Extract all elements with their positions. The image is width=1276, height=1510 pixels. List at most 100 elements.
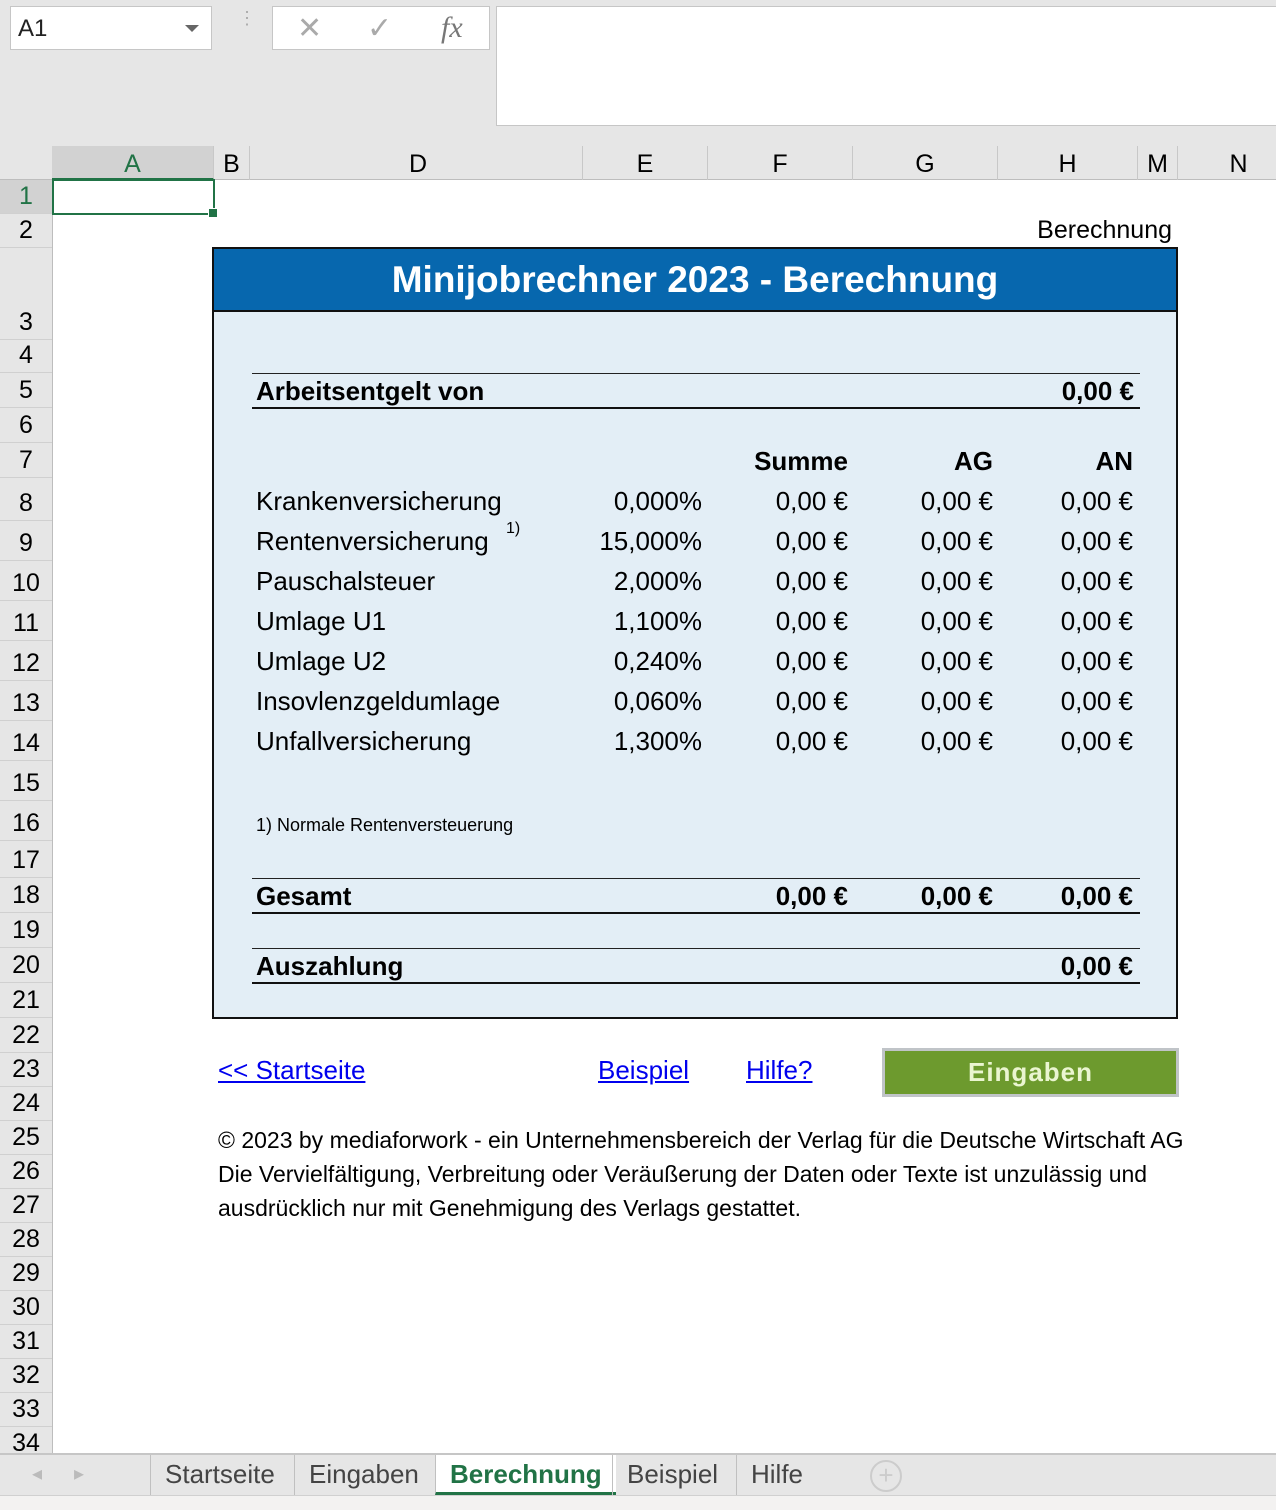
row-header-30[interactable]: 30 — [0, 1291, 52, 1325]
row-header-32[interactable]: 32 — [0, 1359, 52, 1393]
row-header-31[interactable]: 31 — [0, 1325, 52, 1359]
column-header-g[interactable]: G — [853, 146, 998, 180]
row-header-2[interactable]: 2 — [0, 214, 52, 248]
row-header-25[interactable]: 25 — [0, 1121, 52, 1155]
row-header-23[interactable]: 23 — [0, 1053, 52, 1087]
row-header-34[interactable]: 34 — [0, 1427, 52, 1453]
item-label: Insovlenzgeldumlage — [256, 686, 501, 716]
item-ag: 0,00 € — [920, 686, 993, 716]
total-an: 0,00 € — [1060, 881, 1133, 911]
row-header-3[interactable]: 3 — [0, 248, 52, 340]
column-header-b[interactable]: B — [214, 146, 250, 180]
sheet-tab-eingaben[interactable]: Eingaben — [294, 1455, 433, 1495]
item-rate: 1,100% — [613, 606, 702, 636]
sheet-tab-hilfe[interactable]: Hilfe — [736, 1455, 817, 1495]
link-beispiel[interactable]: Beispiel — [598, 1055, 690, 1085]
row-header-15[interactable]: 15 — [0, 761, 52, 801]
column-header-m[interactable]: M — [1138, 146, 1178, 180]
row-header-33[interactable]: 33 — [0, 1393, 52, 1427]
row-header-1[interactable]: 1 — [0, 180, 52, 214]
fx-icon[interactable]: fx — [441, 11, 463, 44]
row-header-20[interactable]: 20 — [0, 948, 52, 983]
scroll-left-icon[interactable]: ◂ — [32, 1463, 43, 1485]
column-header-d[interactable]: D — [254, 146, 583, 180]
sheet-tab-bar: ◂ ▸ Startseite Eingaben Berechnung Beispiel… — [0, 1453, 1276, 1495]
row-header-10[interactable]: 10 — [0, 561, 52, 601]
name-box-value: A1 — [18, 15, 48, 42]
row-header-26[interactable]: 26 — [0, 1155, 52, 1189]
row-header-13[interactable]: 13 — [0, 681, 52, 721]
row-header-8[interactable]: 8 — [0, 478, 52, 521]
copyright-line-3: ausdrücklich nur mit Genehmigung des Ver… — [218, 1195, 801, 1221]
item-rate: 1,300% — [613, 726, 702, 756]
link-startseite[interactable]: << Startseite — [218, 1055, 366, 1085]
item-sum: 0,00 € — [775, 686, 848, 716]
column-header-f[interactable]: F — [708, 146, 853, 180]
item-an: 0,00 € — [1060, 686, 1133, 716]
row-header-21[interactable]: 21 — [0, 983, 52, 1018]
header-summe: Summe — [754, 446, 848, 476]
row-header-16[interactable]: 16 — [0, 801, 52, 841]
item-sum: 0,00 € — [775, 526, 848, 556]
link-hilfe[interactable]: Hilfe? — [746, 1055, 813, 1085]
drag-handle-icon[interactable]: ⋮ — [238, 9, 256, 40]
item-ag: 0,00 € — [920, 486, 993, 516]
item-sum: 0,00 € — [775, 566, 848, 596]
row-header-9[interactable]: 9 — [0, 521, 52, 561]
selected-cell-a1[interactable] — [52, 179, 218, 218]
divider — [252, 912, 1140, 914]
row-header-24[interactable]: 24 — [0, 1087, 52, 1121]
enter-icon[interactable]: ✓ — [367, 12, 393, 45]
column-header-a[interactable]: A — [52, 146, 214, 180]
row-header-4[interactable]: 4 — [0, 340, 52, 373]
row-header-7[interactable]: 7 — [0, 443, 52, 478]
eingaben-button-label: Eingaben — [885, 1051, 1176, 1094]
item-label: Pauschalsteuer — [256, 566, 436, 596]
column-header-h[interactable]: H — [998, 146, 1138, 180]
item-sum: 0,00 € — [775, 606, 848, 636]
column-header-e[interactable]: E — [583, 146, 708, 180]
row-header-18[interactable]: 18 — [0, 878, 52, 913]
item-an: 0,00 € — [1060, 526, 1133, 556]
formula-buttons: ✕ ✓ fx — [272, 6, 490, 50]
item-sum: 0,00 € — [775, 726, 848, 756]
row-header-27[interactable]: 27 — [0, 1189, 52, 1223]
cancel-icon[interactable]: ✕ — [297, 12, 323, 45]
row-header-14[interactable]: 14 — [0, 721, 52, 761]
item-rate: 15,000% — [599, 526, 702, 556]
item-rate: 0,000% — [613, 486, 702, 516]
item-rate: 0,240% — [613, 646, 702, 676]
total-ag: 0,00 € — [920, 881, 993, 911]
sheet-tab-berechnung[interactable]: Berechnung — [435, 1455, 616, 1495]
item-sum: 0,00 € — [775, 486, 848, 516]
column-header-n[interactable]: N — [1178, 146, 1276, 180]
sheet-tab-startseite[interactable]: Startseite — [150, 1455, 289, 1495]
name-box[interactable]: A1 — [10, 6, 212, 50]
calculation-panel: Minijobrechner 2023 - Berechnung Arbeits… — [212, 247, 1178, 1019]
scroll-right-icon[interactable]: ▸ — [74, 1463, 85, 1485]
add-sheet-icon[interactable]: + — [870, 1460, 902, 1492]
row-header-17[interactable]: 17 — [0, 841, 52, 878]
row-header-6[interactable]: 6 — [0, 408, 52, 443]
footnote: 1) Normale Rentenversteuerung — [256, 815, 514, 835]
row-header-5[interactable]: 5 — [0, 373, 52, 408]
item-label: Umlage U1 — [256, 606, 387, 636]
status-bar — [0, 1495, 1276, 1510]
payout-value: 0,00 € — [1060, 951, 1133, 981]
eingaben-button[interactable]: Eingaben — [882, 1048, 1179, 1097]
row-header-29[interactable]: 29 — [0, 1257, 52, 1291]
sheet-tab-beispiel[interactable]: Beispiel — [612, 1455, 732, 1495]
copyright-line-1: © 2023 by mediaforwork - ein Unternehmen… — [218, 1127, 1184, 1153]
item-ag: 0,00 € — [920, 646, 993, 676]
income-value: 0,00 € — [1061, 376, 1134, 406]
row-header-12[interactable]: 12 — [0, 641, 52, 681]
row-header-11[interactable]: 11 — [0, 601, 52, 641]
chevron-down-icon[interactable] — [185, 25, 199, 32]
row-header-19[interactable]: 19 — [0, 913, 52, 948]
formula-input[interactable] — [496, 6, 1276, 126]
row-header-28[interactable]: 28 — [0, 1223, 52, 1257]
row-header-22[interactable]: 22 — [0, 1018, 52, 1053]
divider — [252, 878, 1140, 879]
item-an: 0,00 € — [1060, 566, 1133, 596]
